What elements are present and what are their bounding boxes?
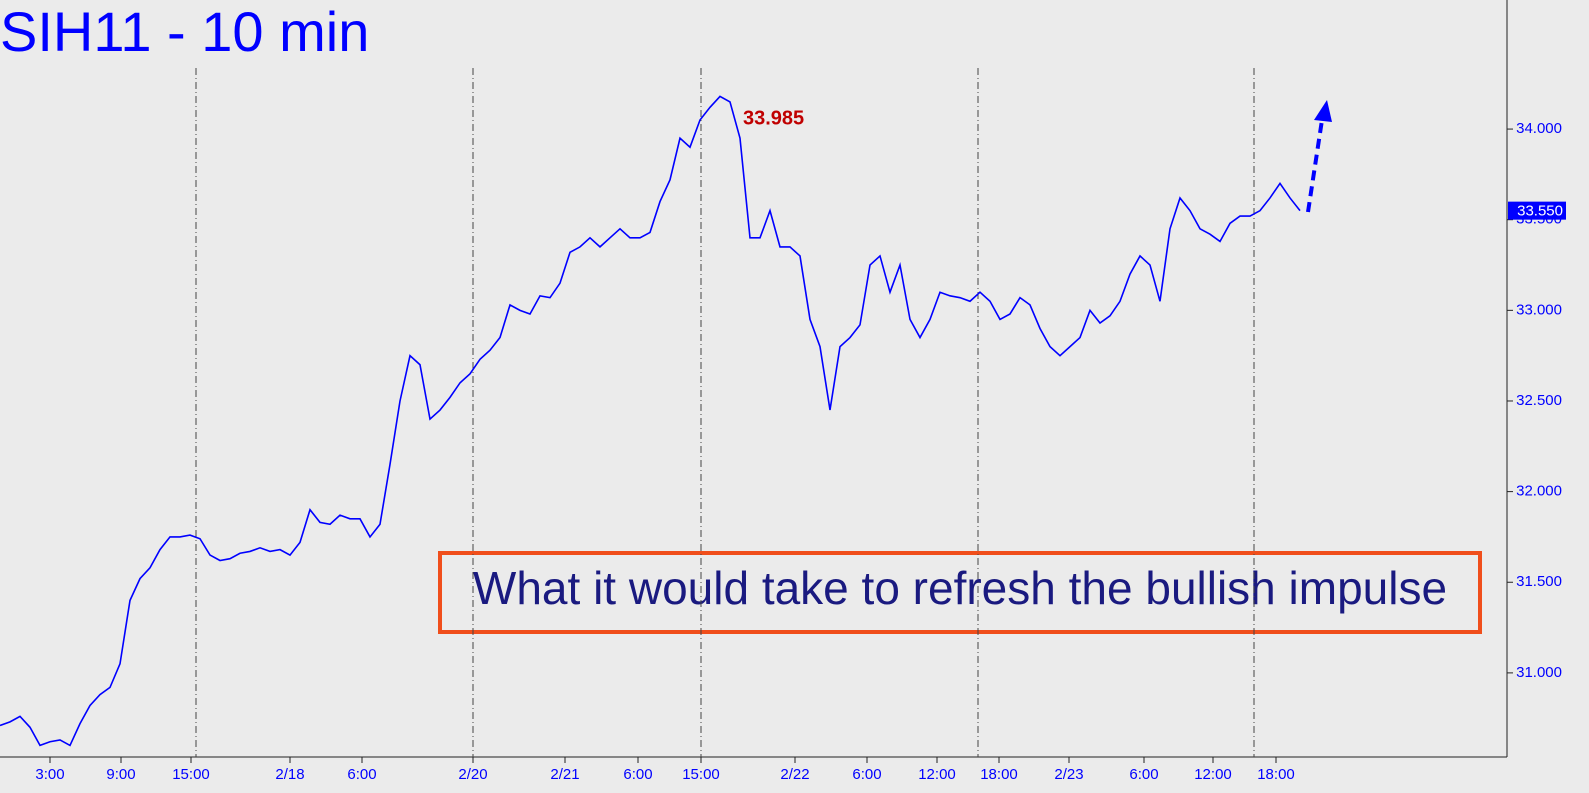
x-tick-label: 2/21	[550, 766, 579, 783]
y-tick-label: 33.000	[1516, 301, 1562, 318]
x-tick-label: 2/20	[458, 766, 487, 783]
x-tick-label: 18:00	[1257, 766, 1295, 783]
y-tick-label: 31.500	[1516, 573, 1562, 590]
x-tick-label: 6:00	[1129, 766, 1158, 783]
y-tick-label: 32.000	[1516, 483, 1562, 500]
x-tick-label: 2/18	[275, 766, 304, 783]
price-line	[0, 95, 1301, 747]
last-price-label: 33.550	[1517, 203, 1563, 220]
x-tick-label: 6:00	[852, 766, 881, 783]
x-tick-label: 6:00	[347, 766, 376, 783]
x-tick-label: 2/23	[1054, 766, 1083, 783]
chart-title: SIH11 - 10 min	[0, 0, 369, 63]
x-tick-label: 15:00	[172, 766, 210, 783]
x-tick-label: 12:00	[918, 766, 956, 783]
note-box	[438, 551, 1482, 634]
x-tick-label: 12:00	[1194, 766, 1232, 783]
annotation: 33.985	[743, 107, 804, 129]
y-tick-label: 32.500	[1516, 392, 1562, 409]
x-tick-label: 6:00	[623, 766, 652, 783]
y-tick-label: 34.000	[1516, 120, 1562, 137]
x-tick-label: 18:00	[980, 766, 1018, 783]
x-tick-label: 3:00	[35, 766, 64, 783]
arrow-shaft	[1306, 119, 1324, 213]
x-tick-label: 9:00	[106, 766, 135, 783]
x-tick-label: 2/22	[780, 766, 809, 783]
last-price-box	[1508, 201, 1566, 220]
x-tick-label: 15:00	[682, 766, 720, 783]
y-tick-label: 31.000	[1516, 664, 1562, 681]
note-text: What it would take to refresh the bullis…	[473, 562, 1447, 614]
arrow-head	[1314, 100, 1332, 122]
